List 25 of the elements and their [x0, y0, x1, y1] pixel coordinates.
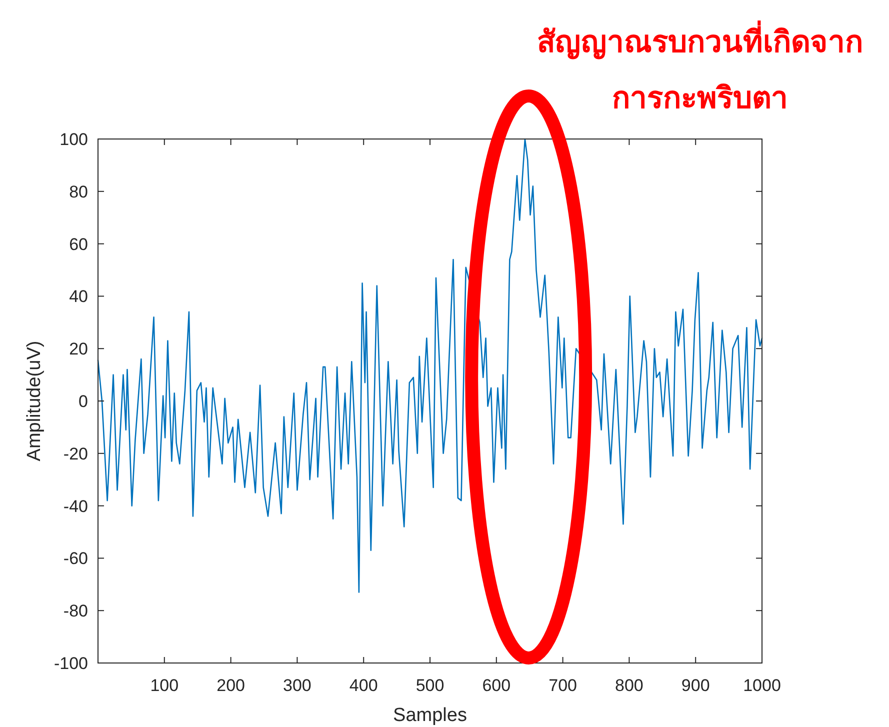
x-tick-label: 900 — [681, 676, 710, 695]
y-tick-label: 20 — [69, 340, 88, 359]
x-tick-label: 300 — [283, 676, 312, 695]
x-tick-label: 600 — [482, 676, 511, 695]
y-tick-label: -60 — [63, 549, 88, 568]
y-tick-label: -40 — [63, 496, 88, 516]
y-tick-label: -100 — [54, 654, 88, 673]
y-tick-label: 0 — [78, 392, 88, 411]
line-series — [97, 138, 763, 593]
x-tick-label: 500 — [416, 676, 444, 695]
y-tick-label: 60 — [69, 234, 88, 254]
x-tick-label: 200 — [216, 676, 245, 695]
y-tick-label: 40 — [69, 287, 88, 306]
y-axis-title: Amplitude(uV) — [24, 340, 45, 462]
annotation: สัญญาณรบกวนที่เกิดจาก การกะพริบตา — [537, 20, 863, 116]
x-tick-label: 400 — [349, 676, 378, 695]
x-tick-label: 700 — [548, 676, 577, 695]
x-tick-label: 800 — [615, 676, 644, 695]
y-tick-label: 100 — [60, 130, 88, 149]
y-tick-label: -20 — [63, 444, 88, 464]
y-tick-label: 80 — [69, 182, 88, 202]
y-tick-label: -80 — [63, 602, 88, 621]
x-tick-label: 100 — [150, 676, 179, 695]
x-tick-label: 1000 — [743, 676, 781, 695]
x-axis-title: Samples — [393, 705, 467, 726]
